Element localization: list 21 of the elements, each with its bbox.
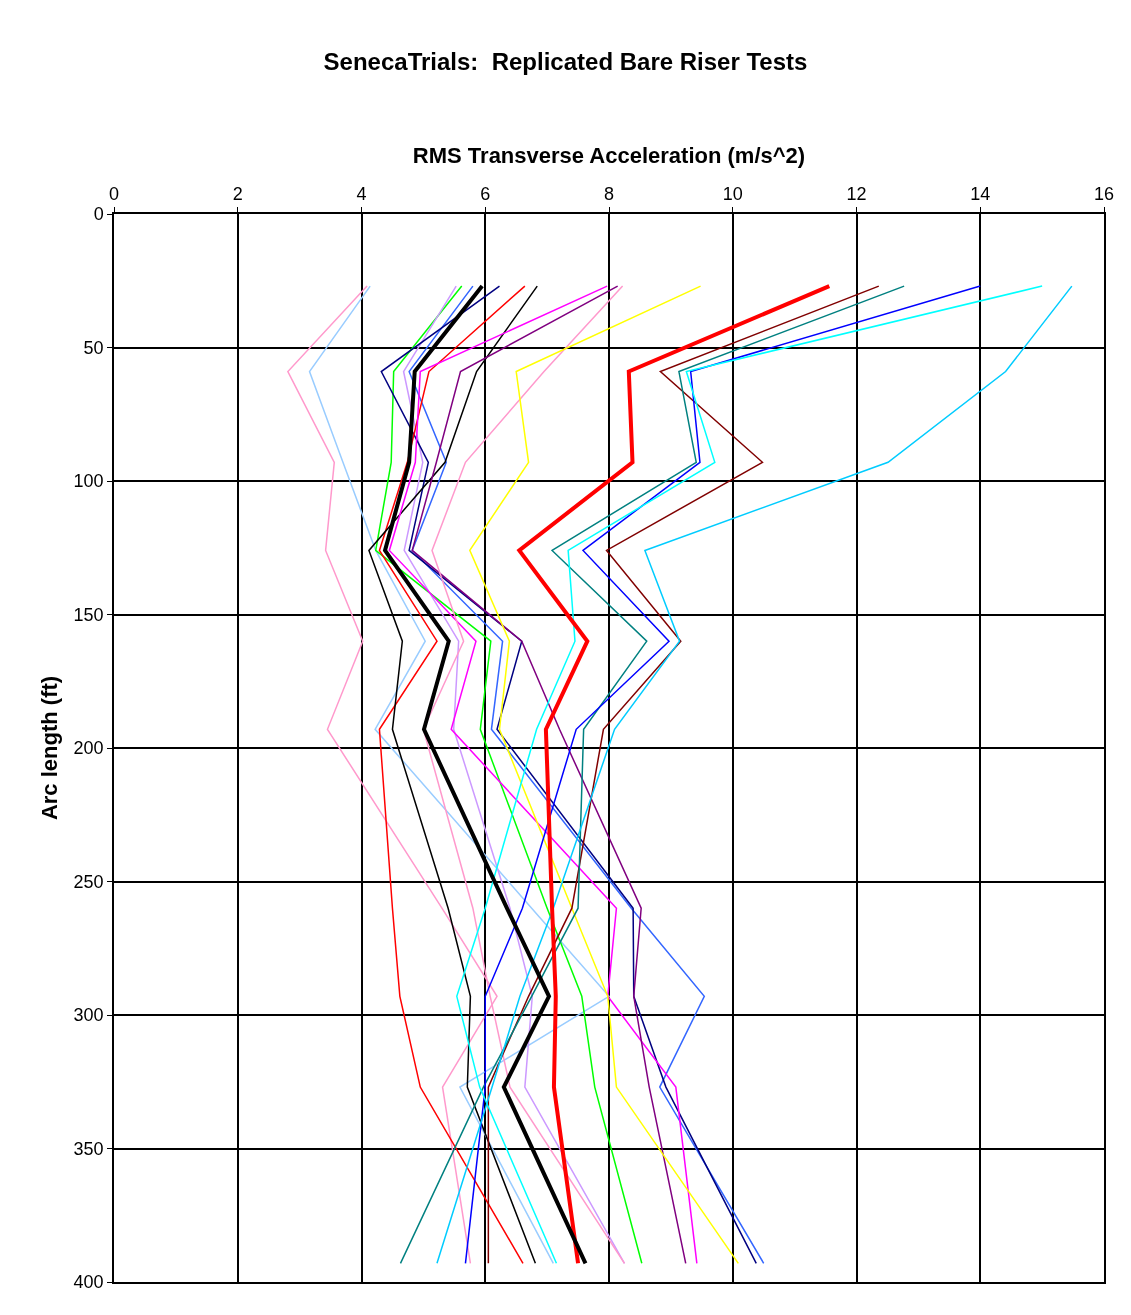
x-tick-label: 12 [846, 184, 867, 205]
y-tick-label: 200 [73, 738, 104, 759]
y-axis-title: Arc length (ft) [36, 675, 62, 821]
chart-title: SenecaTrials: Replicated Bare Riser Tests [323, 48, 808, 76]
y-tick-label: 400 [73, 1272, 104, 1293]
x-axis-title: RMS Transverse Acceleration (m/s^2) [412, 143, 806, 169]
x-tick-label: 8 [603, 184, 615, 205]
y-tick-label: 150 [73, 604, 104, 625]
y-tick-label: 50 [83, 337, 104, 358]
y-tick-label: 350 [73, 1138, 104, 1159]
x-tick-label: 16 [1093, 184, 1115, 205]
x-tick-label: 4 [356, 184, 367, 205]
y-tick-label: 250 [73, 871, 104, 892]
x-tick-label: 10 [722, 184, 743, 205]
x-tick-label: 2 [232, 184, 243, 205]
y-tick-label: 100 [73, 471, 104, 492]
y-tick-label: 0 [93, 204, 104, 225]
x-tick-label: 14 [970, 184, 991, 205]
x-tick-label: 6 [480, 184, 491, 205]
y-tick-label: 300 [73, 1005, 104, 1026]
x-tick-label: 0 [108, 184, 120, 205]
